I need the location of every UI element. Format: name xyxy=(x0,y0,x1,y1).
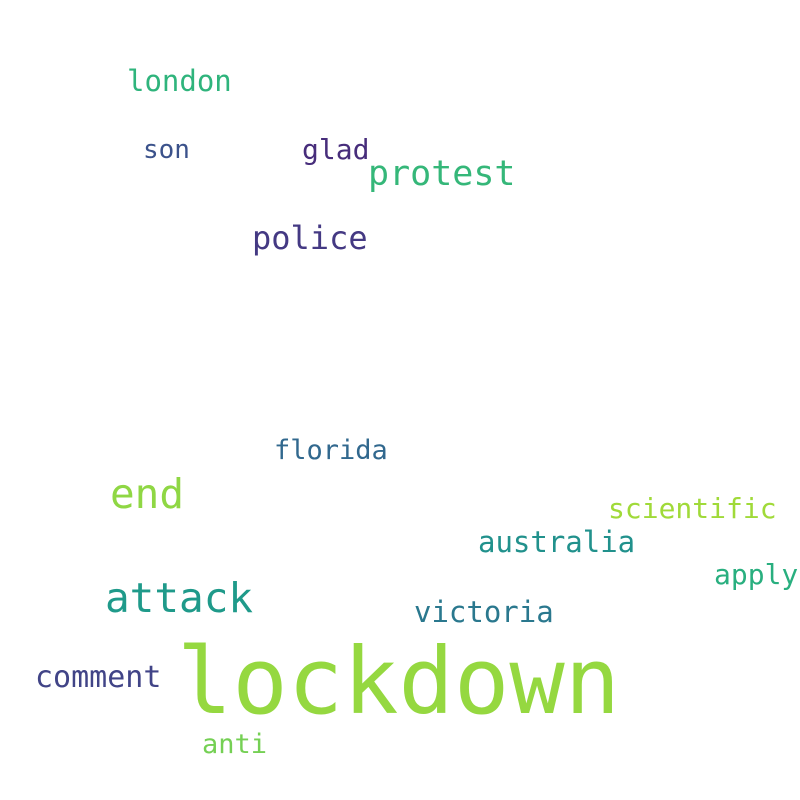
word-scientific: scientific xyxy=(608,492,777,525)
word-attack: attack xyxy=(105,574,254,622)
word-comment: comment xyxy=(35,660,162,695)
word-australia: australia xyxy=(478,525,636,559)
word-protest: protest xyxy=(368,154,516,194)
word-end: end xyxy=(110,470,185,518)
word-apply: apply xyxy=(714,558,799,591)
word-london: london xyxy=(127,64,232,98)
word-police: police xyxy=(252,219,368,257)
word-lockdown: lockdown xyxy=(177,628,621,735)
word-anti: anti xyxy=(202,729,268,760)
word-victoria: victoria xyxy=(414,595,554,629)
word-son: son xyxy=(143,135,190,165)
word-florida: florida xyxy=(274,435,388,466)
word-glad: glad xyxy=(302,133,370,166)
